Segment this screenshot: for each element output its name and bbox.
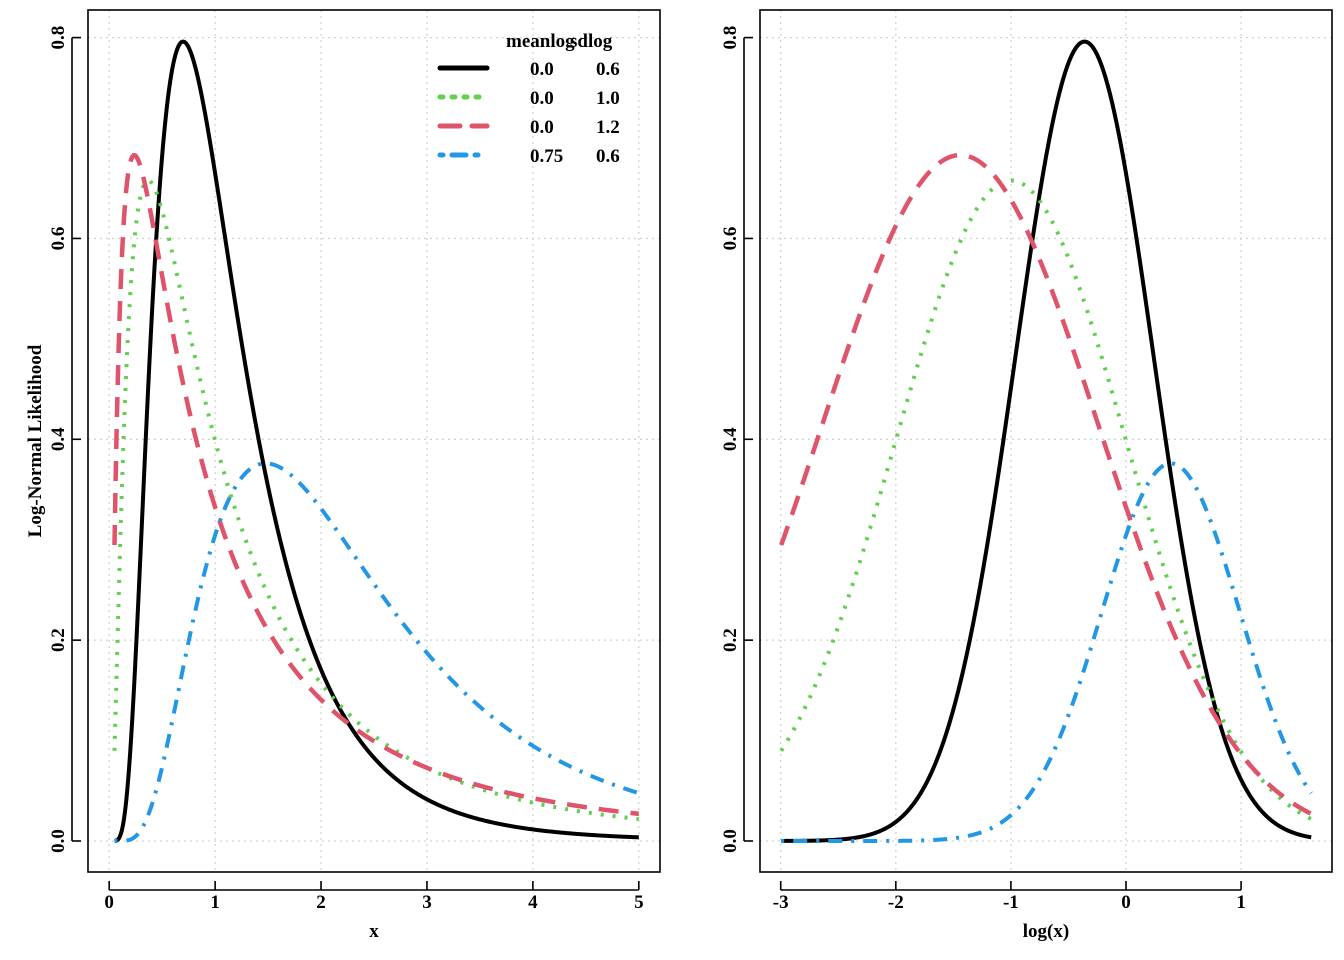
left-series-line-4 xyxy=(113,461,640,843)
legend-sdlog-2: 1.0 xyxy=(596,88,620,109)
left-y-tick-label: 0.6 xyxy=(48,227,69,251)
right-y-tick-label: 0.8 xyxy=(720,26,741,50)
right-series-line-4 xyxy=(780,461,1313,843)
right-plot-frame xyxy=(759,9,1333,873)
left-x-tick-label: 1 xyxy=(210,892,220,913)
left-x-tick-label: 5 xyxy=(634,892,644,913)
left-y-tick-label: 0.8 xyxy=(48,26,69,50)
right-series-line-1 xyxy=(780,39,1313,843)
left-plot-panel: 0 1 2 3 4 5 x 0.0 0.2 0.4 0.6 0.8 Log-Normal Likelih… xyxy=(25,9,661,942)
legend-sdlog-4: 0.6 xyxy=(596,146,620,167)
legend-header-sdlog: sdlog xyxy=(570,31,613,52)
right-series-line-2 xyxy=(779,178,1313,821)
left-x-tick-label: 0 xyxy=(104,892,114,913)
legend-sdlog-3: 1.2 xyxy=(596,117,620,138)
legend-header-meanlog: meanlog xyxy=(506,31,575,52)
legend-meanlog-2: 0.0 xyxy=(530,88,554,109)
left-series-line-3 xyxy=(112,152,641,817)
right-y-tick-label: 0.0 xyxy=(720,829,741,853)
left-y-tick-label: 0.0 xyxy=(48,829,69,853)
left-x-tick-label: 4 xyxy=(528,892,538,913)
left-x-tick-label: 3 xyxy=(422,892,432,913)
right-x-tick-label: 1 xyxy=(1236,892,1246,913)
left-x-axis-title: x xyxy=(369,921,379,942)
right-x-axis-title: log(x) xyxy=(1023,921,1069,942)
right-x-tick-label: -2 xyxy=(888,892,904,913)
left-plot-frame xyxy=(87,9,661,873)
left-grid xyxy=(88,10,660,872)
right-y-tick-label: 0.6 xyxy=(720,227,741,251)
right-series-line-3 xyxy=(779,152,1313,816)
legend-meanlog-4: 0.75 xyxy=(530,146,563,167)
right-x-tick-label: -1 xyxy=(1003,892,1019,913)
right-x-tick-label: -3 xyxy=(773,892,789,913)
left-series-line-2 xyxy=(112,178,640,822)
left-y-tick-label: 0.2 xyxy=(48,628,69,652)
left-series xyxy=(112,39,641,843)
right-plot-panel: -3 -2 -1 0 1 log(x) 0.0 0.2 0.4 0.6 0.8 xyxy=(720,9,1333,942)
right-series xyxy=(779,39,1313,843)
legend-meanlog-1: 0.0 xyxy=(530,59,554,80)
legend-sdlog-1: 0.6 xyxy=(596,59,620,80)
right-y-tick-label: 0.2 xyxy=(720,628,741,652)
right-grid xyxy=(760,10,1332,872)
left-y-tick-label: 0.4 xyxy=(48,427,69,451)
left-series-line-1 xyxy=(113,39,640,843)
right-x-tick-label: 0 xyxy=(1121,892,1131,913)
left-y-axis-title: Log-Normal Likelihood xyxy=(25,344,46,537)
left-x-tick-label: 2 xyxy=(316,892,326,913)
legend-meanlog-3: 0.0 xyxy=(530,117,554,138)
right-y-tick-label: 0.4 xyxy=(720,427,741,451)
